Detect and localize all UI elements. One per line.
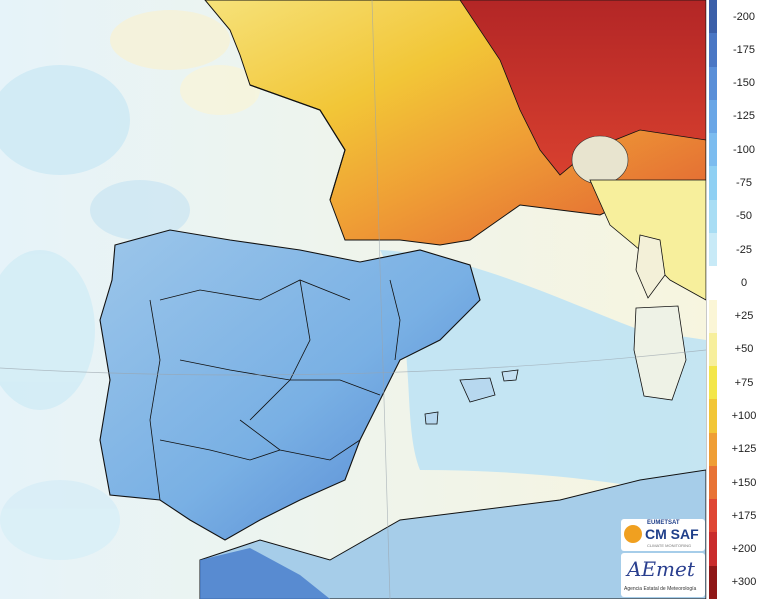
legend-label: -100	[732, 143, 756, 156]
legend-swatch	[709, 366, 717, 400]
aemet-logo: AEmet Agencia Estatal de Meteorología	[621, 553, 705, 597]
legend-label: -175	[732, 43, 756, 56]
legend-label: +50	[734, 343, 754, 356]
legend-swatch	[709, 33, 717, 67]
mallorca-island	[459, 377, 496, 403]
cmsaf-sub-text: CLIMATE MONITORING	[647, 543, 692, 548]
legend-label: +75	[734, 376, 754, 389]
legend-label: +100	[731, 409, 757, 422]
legend-label: +200	[731, 543, 757, 556]
legend-swatch	[709, 399, 717, 433]
iberia-region-borders	[149, 279, 401, 501]
legend-label: -50	[736, 210, 752, 223]
radiation-anomaly-map	[0, 0, 706, 599]
cmsaf-text: CM SAF	[645, 526, 699, 542]
legend-swatch	[709, 332, 717, 367]
legend-swatch	[709, 266, 717, 300]
ibiza-island	[424, 411, 439, 425]
legend-label: -25	[736, 243, 752, 256]
corsica-island	[635, 234, 666, 299]
legend-swatch	[709, 565, 717, 599]
legend-label: -125	[732, 110, 756, 123]
legend-swatch	[709, 199, 717, 233]
eumetsat-text: EUMETSAT	[647, 520, 680, 526]
atlantic-anomaly-patches	[0, 10, 260, 560]
legend-swatch	[709, 166, 717, 200]
legend-label: -75	[736, 177, 752, 190]
swiss-patch	[571, 135, 629, 185]
legend-label: -150	[732, 77, 756, 90]
north-africa-land	[199, 469, 706, 599]
legend-label: +175	[731, 509, 757, 522]
legend-swatch	[709, 66, 717, 100]
legend-swatch	[709, 0, 717, 34]
menorca-island	[501, 369, 519, 382]
legend-label: +125	[731, 443, 757, 456]
cmsaf-sun-icon	[624, 525, 642, 543]
legend-label: 0	[740, 276, 748, 289]
legend-swatch	[709, 299, 717, 333]
sardinia-island	[633, 305, 687, 401]
aemet-text: AEmet	[627, 557, 695, 581]
cmsaf-logo: EUMETSAT CM SAF CLIMATE MONITORING	[621, 519, 705, 551]
legend-swatch	[709, 532, 717, 566]
legend-swatch	[709, 432, 717, 466]
legend-swatch	[709, 232, 717, 267]
legend-label: -200	[732, 10, 756, 23]
north-africa-dark-band	[200, 548, 330, 599]
legend-label: +300	[731, 576, 757, 589]
legend-swatch	[709, 133, 717, 167]
legend-swatch	[709, 465, 717, 500]
legend-swatch	[709, 499, 717, 533]
iberia-land	[99, 229, 481, 541]
legend-label: +25	[734, 310, 754, 323]
color-legend: -200 -175 -150 -125 -100 -75 -50 -25 0 +25 +50 +75 +…	[706, 0, 768, 599]
legend-label: +150	[731, 476, 757, 489]
aemet-sub-text: Agencia Estatal de Meteorología	[624, 586, 697, 592]
france-coast	[249, 84, 346, 201]
legend-swatch	[709, 99, 717, 134]
